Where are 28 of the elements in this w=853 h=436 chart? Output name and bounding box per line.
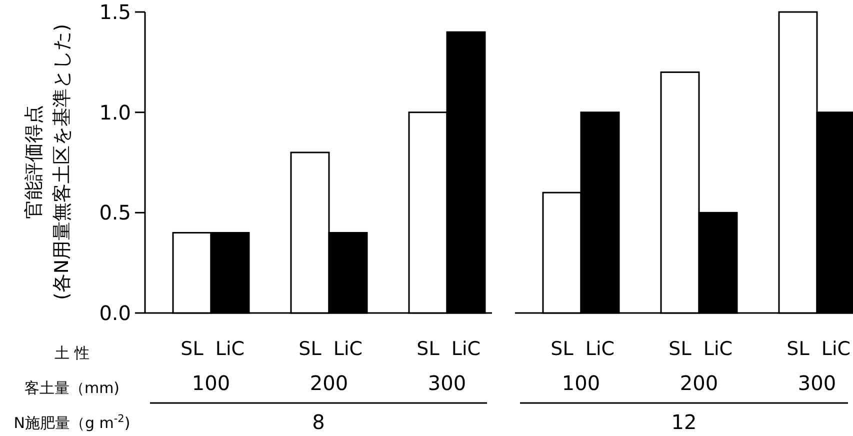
x-tick-label: 300 — [428, 371, 466, 395]
series-label: LiC — [585, 338, 615, 360]
text: SL — [416, 338, 440, 360]
x-tick-label: 200 — [310, 371, 348, 395]
x-tick-label: 100 — [562, 371, 600, 395]
text: 客土量（mm) — [24, 379, 120, 397]
text: LiC — [333, 338, 363, 360]
series-label: SL — [180, 338, 204, 360]
text: N施肥量（g m$^{-2}$) — [14, 413, 130, 432]
x-tick-label: 200 — [680, 371, 718, 395]
text: SL — [668, 338, 692, 360]
text: SL — [786, 338, 810, 360]
y-tick-label: 1.5 — [99, 0, 131, 24]
series-label: LiC — [215, 338, 245, 360]
text: LiC — [821, 338, 851, 360]
text: LiC — [703, 338, 733, 360]
text: 土 性 — [54, 344, 90, 362]
y-tick-label: 1.0 — [99, 100, 131, 124]
x-tick-label: 300 — [798, 371, 836, 395]
x-tick-label: 100 — [192, 371, 230, 395]
text: LiC — [451, 338, 481, 360]
y-tick-label: 0.5 — [99, 200, 131, 225]
y-axis-title: 官能評価得点(各N用量無客土区を基準とした) — [23, 24, 73, 300]
x-axis-title: 12 — [671, 410, 697, 434]
x-axis-title: 8 — [312, 410, 325, 434]
series-label: SL — [550, 338, 574, 360]
y-tick-label: 0.0 — [99, 301, 131, 325]
text: SL — [298, 338, 322, 360]
